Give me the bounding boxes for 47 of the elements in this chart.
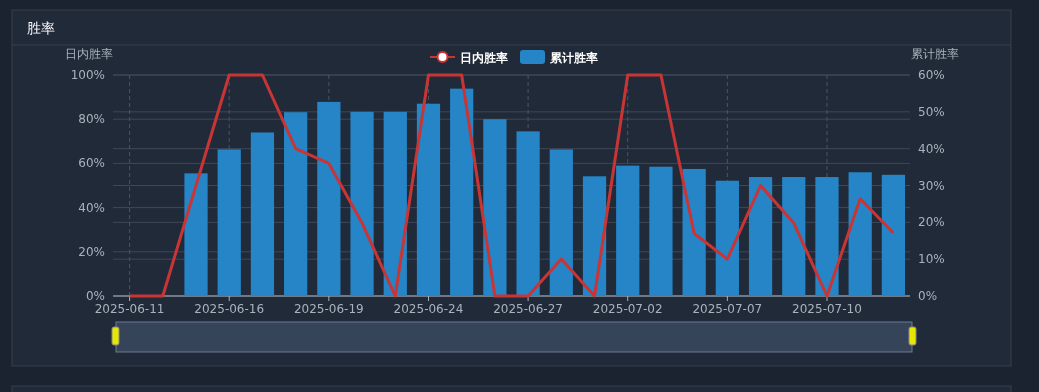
x-tick-label: 2025-06-11 xyxy=(94,302,165,316)
bar xyxy=(848,172,872,296)
x-tick-label: 2025-06-16 xyxy=(194,302,265,316)
y2-tick-label: 20% xyxy=(918,215,945,230)
bar xyxy=(450,88,474,296)
bar xyxy=(549,149,573,296)
bar xyxy=(881,174,906,296)
x-tick-label: 2025-06-24 xyxy=(393,302,464,316)
y2-tick-label: 40% xyxy=(918,141,945,156)
x-tick-label: 2025-06-19 xyxy=(293,302,364,316)
bar xyxy=(416,103,441,296)
bar xyxy=(616,165,640,296)
y-tick-label: 80% xyxy=(78,112,105,127)
y2-tick-label: 50% xyxy=(918,104,945,119)
bar xyxy=(483,119,507,296)
bar xyxy=(682,168,706,296)
y-tick-label: 0% xyxy=(85,289,105,303)
y-tick-label: 60% xyxy=(78,156,105,171)
bar xyxy=(748,177,773,296)
y2-tick-label: 10% xyxy=(918,252,945,267)
bar xyxy=(649,166,673,296)
bar xyxy=(317,101,341,296)
y-axis-title: 日内胜率 xyxy=(65,47,113,61)
bar xyxy=(217,149,241,296)
y-tick-label: 20% xyxy=(78,244,105,259)
x-tick-label: 2025-06-27 xyxy=(493,302,563,316)
y-tick-label: 100% xyxy=(70,68,105,82)
y2-tick-label: 0% xyxy=(918,289,938,303)
bar xyxy=(250,132,275,296)
legend-label: 累计胜率 xyxy=(549,50,598,65)
bar xyxy=(516,131,540,296)
bar xyxy=(350,111,374,296)
y2-tick-label: 60% xyxy=(918,68,945,82)
x-tick-label: 2025-07-10 xyxy=(792,302,862,316)
bar xyxy=(715,180,739,296)
legend-label: 日内胜率 xyxy=(460,50,508,65)
chart-title: 胜率 xyxy=(27,20,55,36)
y2-tick-label: 30% xyxy=(918,178,945,193)
y-tick-label: 40% xyxy=(78,200,105,215)
bar xyxy=(383,111,407,296)
bar xyxy=(782,177,806,296)
bar xyxy=(184,173,208,296)
x-tick-label: 2025-07-02 xyxy=(592,302,663,316)
bar xyxy=(284,112,308,296)
y2-axis-title: 累计胜率 xyxy=(911,47,959,61)
bar xyxy=(815,177,839,296)
x-tick-label: 2025-07-07 xyxy=(692,302,763,316)
